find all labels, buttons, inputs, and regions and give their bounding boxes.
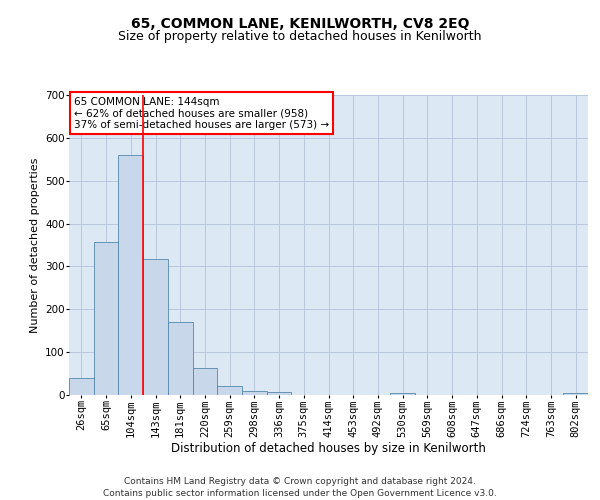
Bar <box>217 386 242 395</box>
Text: 65, COMMON LANE, KENILWORTH, CV8 2EQ: 65, COMMON LANE, KENILWORTH, CV8 2EQ <box>131 18 469 32</box>
Bar <box>193 368 217 395</box>
Bar <box>563 393 588 395</box>
Bar <box>143 258 168 395</box>
Bar <box>242 390 267 395</box>
Bar <box>168 322 193 395</box>
Text: 65 COMMON LANE: 144sqm
← 62% of detached houses are smaller (958)
37% of semi-de: 65 COMMON LANE: 144sqm ← 62% of detached… <box>74 96 329 130</box>
Text: Contains HM Land Registry data © Crown copyright and database right 2024.
Contai: Contains HM Land Registry data © Crown c… <box>103 476 497 498</box>
Bar <box>390 393 415 395</box>
Bar <box>118 155 143 395</box>
Y-axis label: Number of detached properties: Number of detached properties <box>29 158 40 332</box>
Text: Size of property relative to detached houses in Kenilworth: Size of property relative to detached ho… <box>118 30 482 43</box>
Bar <box>267 392 292 395</box>
X-axis label: Distribution of detached houses by size in Kenilworth: Distribution of detached houses by size … <box>171 442 486 455</box>
Bar <box>69 378 94 395</box>
Bar <box>94 242 118 395</box>
